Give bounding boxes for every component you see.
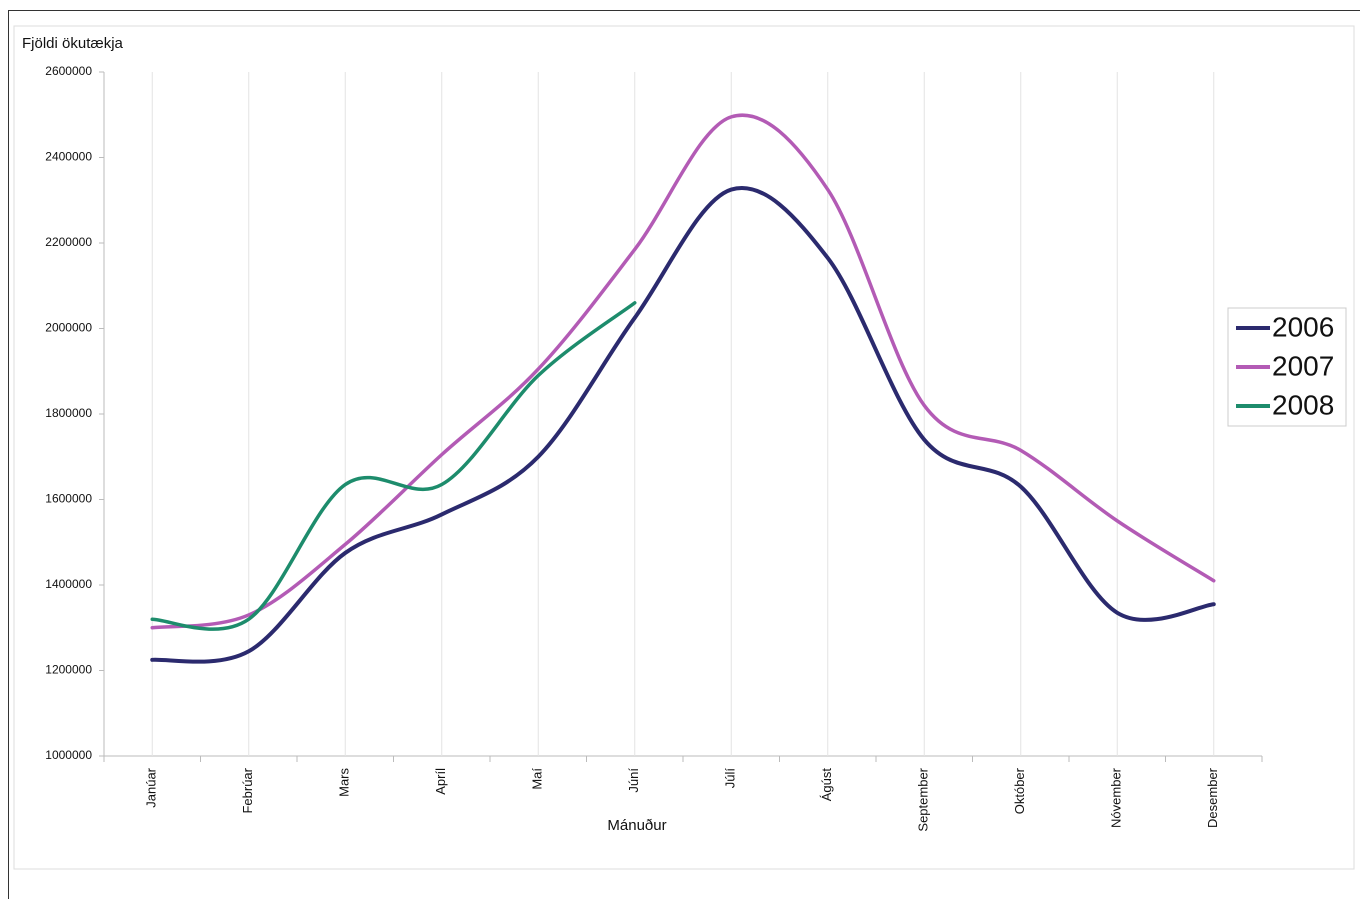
y-tick-label: 2400000 — [45, 150, 92, 164]
y-axis-title: Fjöldi ökutækja — [22, 35, 124, 52]
y-tick-label: 1000000 — [45, 748, 92, 762]
x-tick-label: Júní — [626, 768, 641, 793]
y-tick-label: 2600000 — [45, 64, 92, 78]
x-tick-label: Janúar — [144, 767, 159, 807]
x-axis-title: Mánuður — [607, 817, 666, 834]
y-tick-label: 1800000 — [45, 406, 92, 420]
x-tick-label: Apríl — [433, 768, 448, 795]
x-tick-label: Desember — [1205, 767, 1220, 828]
x-tick-label: Júlí — [723, 768, 738, 789]
y-tick-label: 1400000 — [45, 577, 92, 591]
legend-label: 2007 — [1272, 350, 1334, 381]
line-series — [150, 113, 1216, 630]
y-tick-label: 2200000 — [45, 235, 92, 249]
chart-area — [13, 25, 1355, 870]
legend-label: 2006 — [1272, 311, 1334, 342]
y-tick-label: 2000000 — [45, 321, 92, 335]
x-tick-label: Febrúar — [240, 767, 255, 813]
legend-label: 2008 — [1272, 389, 1334, 420]
y-tick-label: 1600000 — [45, 492, 92, 506]
x-tick-label: Ágúst — [819, 768, 834, 802]
line-series — [150, 186, 1216, 664]
x-tick-label: September — [916, 767, 931, 831]
line-series — [150, 301, 637, 631]
y-tick-label: 1200000 — [45, 663, 92, 677]
x-tick-label: Mars — [337, 768, 352, 797]
x-tick-label: Október — [1012, 767, 1027, 814]
x-tick-label: Nóvember — [1109, 767, 1124, 828]
x-tick-label: Maí — [530, 768, 545, 790]
